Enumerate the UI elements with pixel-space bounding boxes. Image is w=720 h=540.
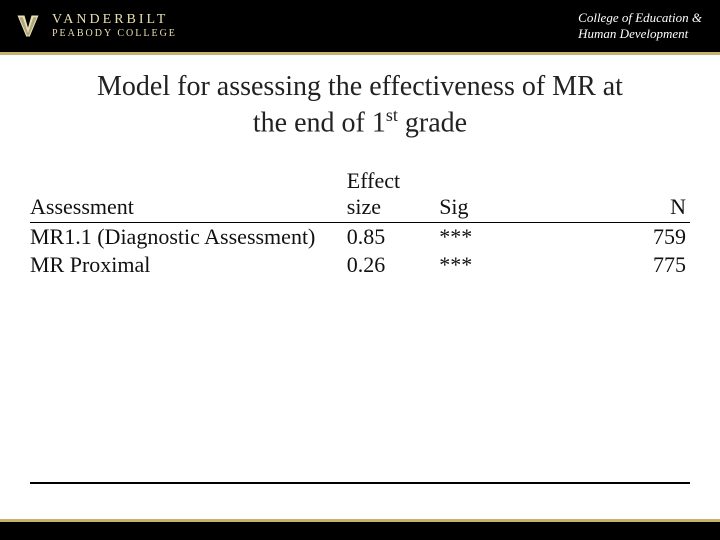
table-row: MR Proximal 0.26 *** 775 <box>30 251 690 279</box>
cell-effect: 0.26 <box>347 251 439 279</box>
cell-effect: 0.85 <box>347 223 439 252</box>
col-effect: Effect size <box>347 168 439 223</box>
table-header-row: Assessment Effect size Sig N <box>30 168 690 223</box>
col-effect-l2: size <box>347 194 381 219</box>
cell-sig: *** <box>439 223 518 252</box>
title-line2-pre: the end of 1 <box>253 107 386 138</box>
title-line1: Model for assessing the effectiveness of… <box>97 71 623 102</box>
col-assessment-label: Assessment <box>30 194 134 219</box>
brand-text: VANDERBILT PEABODY COLLEGE <box>52 13 177 39</box>
table-row: MR1.1 (Diagnostic Assessment) 0.85 *** 7… <box>30 223 690 252</box>
cell-n: 759 <box>518 223 690 252</box>
footer-rule <box>30 482 690 484</box>
brand-block: VANDERBILT PEABODY COLLEGE <box>14 12 177 40</box>
title-sup: st <box>386 105 398 125</box>
col-n: N <box>518 168 690 223</box>
table-wrap: Assessment Effect size Sig N MR1.1 (Diag… <box>0 140 720 279</box>
brand-sub: PEABODY COLLEGE <box>52 29 177 39</box>
col-effect-l1: Effect <box>347 168 400 193</box>
college-line1: College of Education & <box>578 10 702 26</box>
title-line2-post: grade <box>398 107 467 138</box>
cell-assessment: MR1.1 (Diagnostic Assessment) <box>30 223 347 252</box>
brand-main: VANDERBILT <box>52 13 177 27</box>
vanderbilt-logo-icon <box>14 12 42 40</box>
slide-title: Model for assessing the effectiveness of… <box>0 55 720 140</box>
cell-sig: *** <box>439 251 518 279</box>
footer-bar <box>0 522 720 540</box>
col-assessment: Assessment <box>30 168 347 223</box>
header-bar: VANDERBILT PEABODY COLLEGE College of Ed… <box>0 0 720 52</box>
col-sig: Sig <box>439 168 518 223</box>
college-line2: Human Development <box>578 26 702 42</box>
cell-assessment: MR Proximal <box>30 251 347 279</box>
college-text: College of Education & Human Development <box>578 10 702 43</box>
col-n-label: N <box>670 194 686 219</box>
col-sig-label: Sig <box>439 194 468 219</box>
results-table: Assessment Effect size Sig N MR1.1 (Diag… <box>30 168 690 279</box>
cell-n: 775 <box>518 251 690 279</box>
